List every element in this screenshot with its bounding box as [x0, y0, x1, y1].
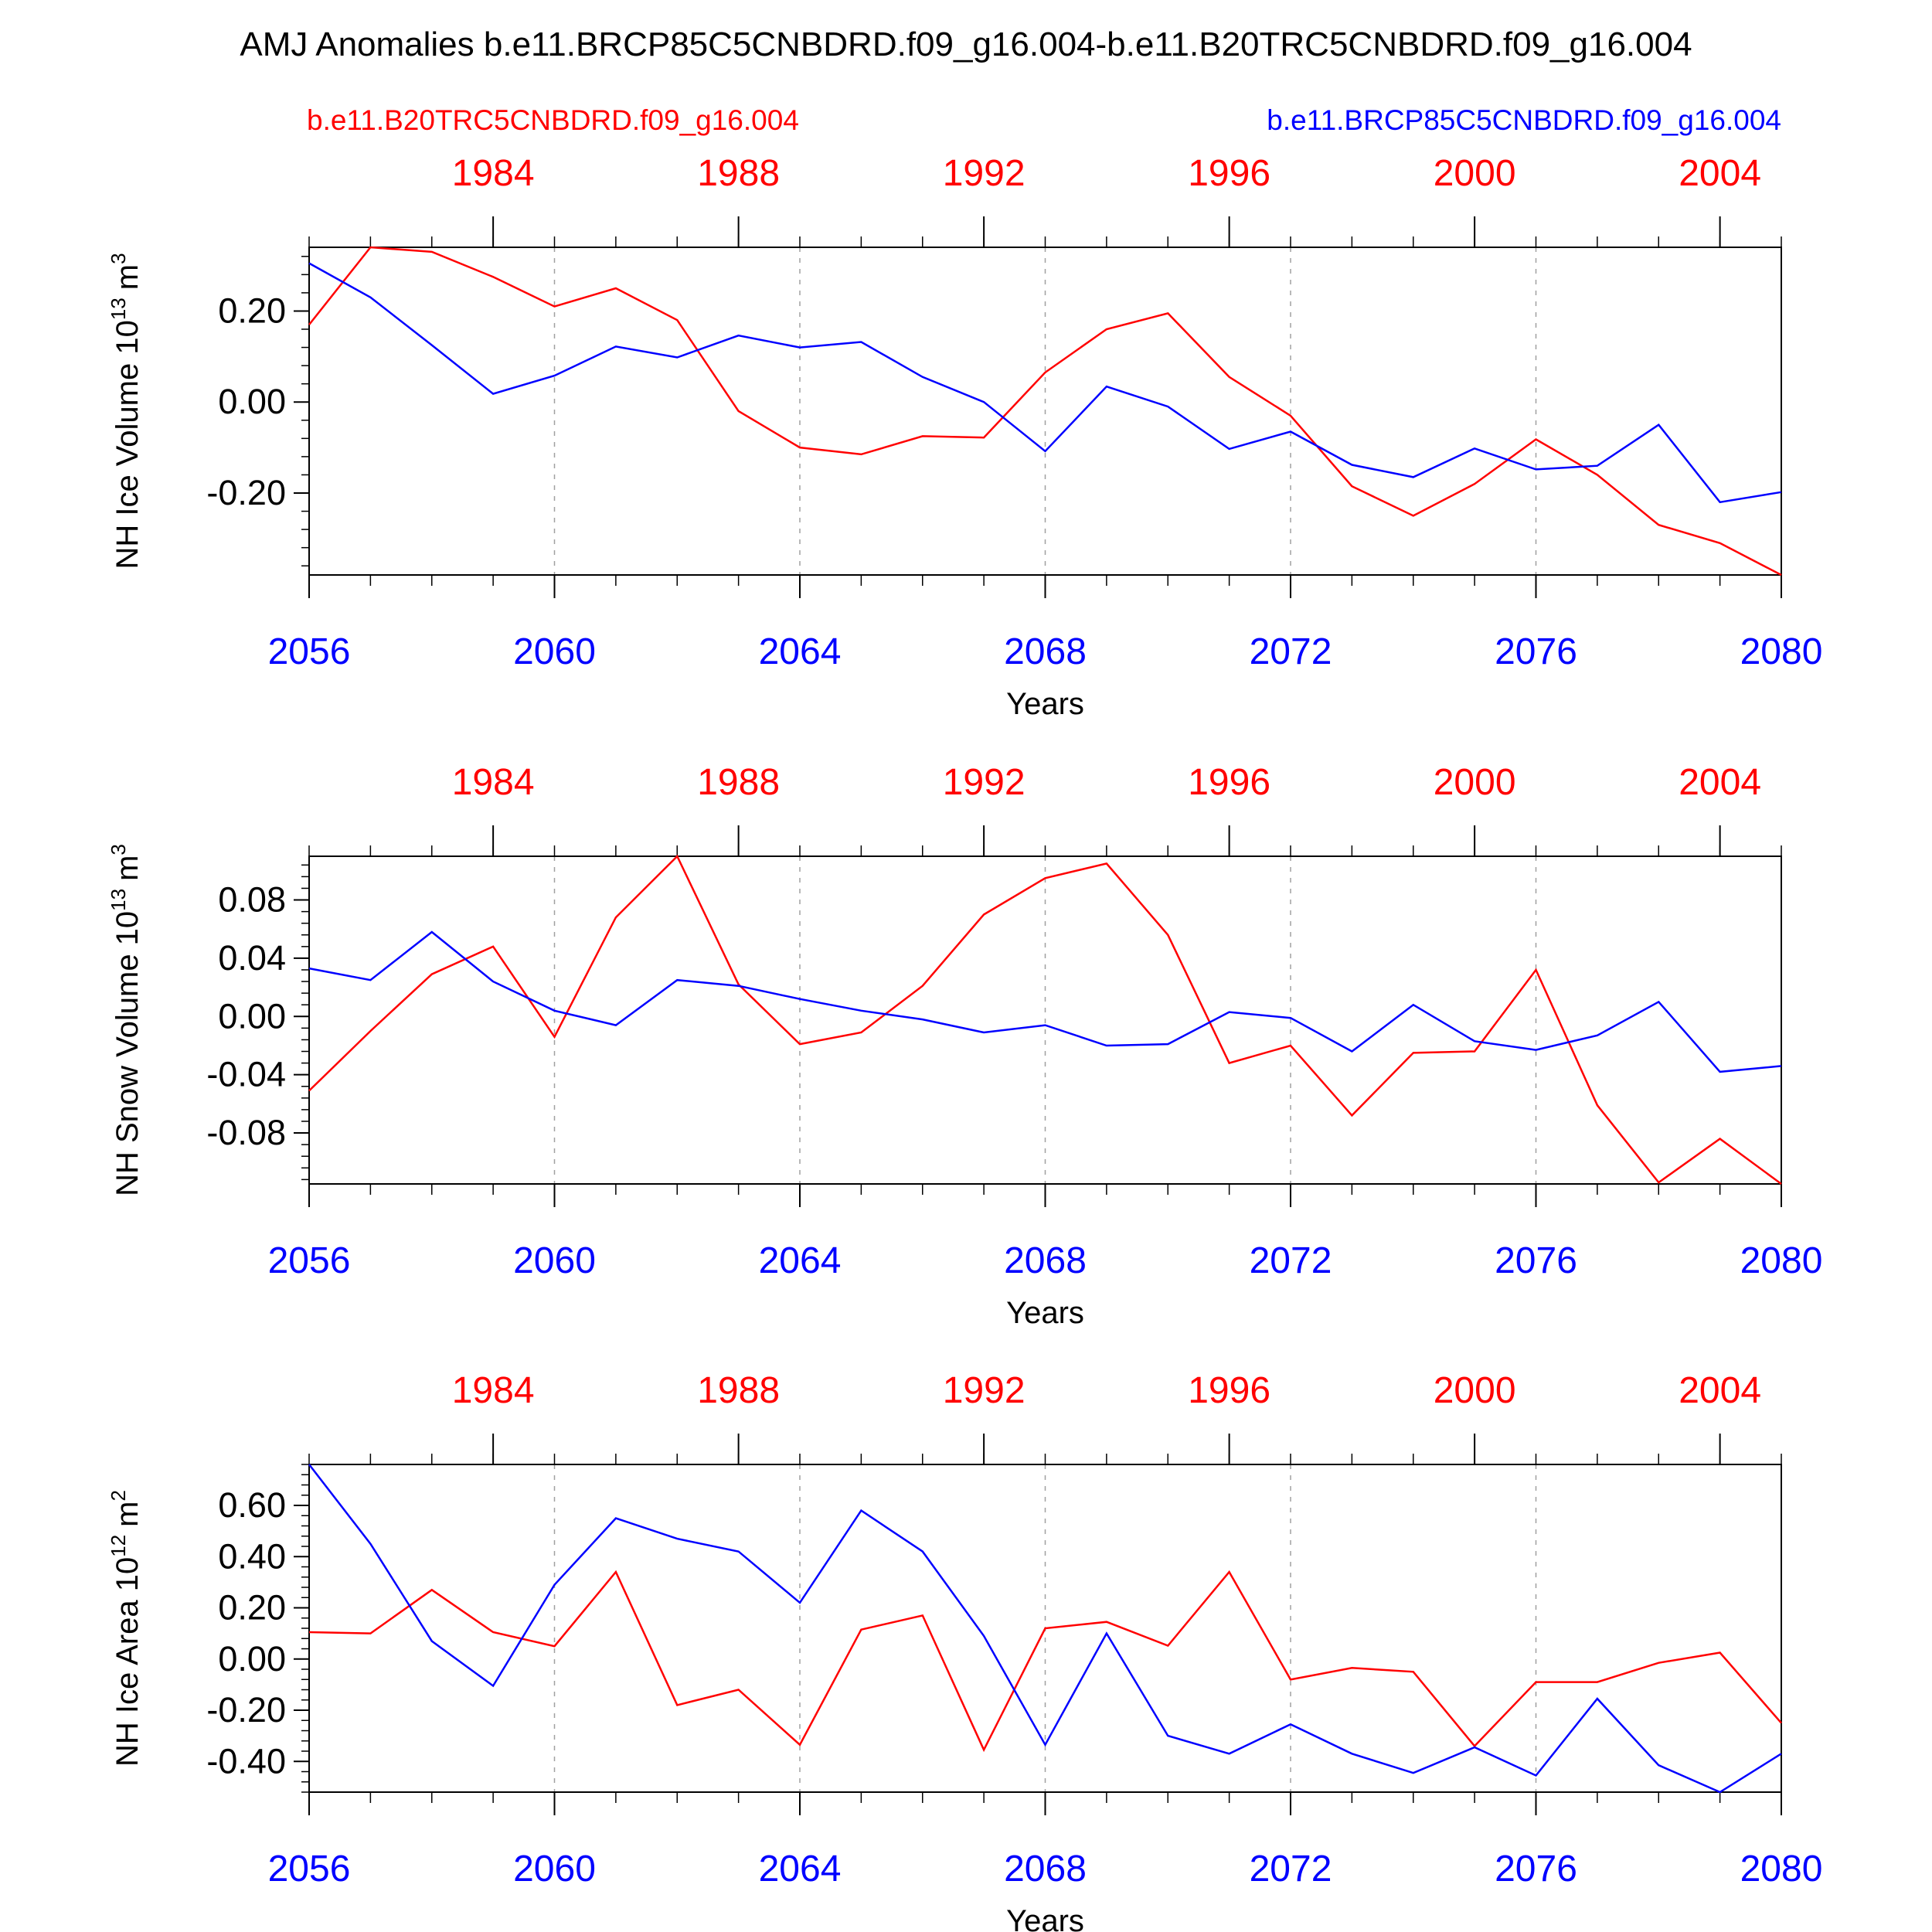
x-axis-title: Years	[1006, 1904, 1084, 1932]
x-tick-label-top: 1992	[943, 1370, 1026, 1411]
y-axis-title-unit: m	[111, 1501, 145, 1526]
x-tick-label-bottom: 2056	[268, 631, 351, 672]
panel-2: -0.08 -0.04 0.00 0.04 0.08 2056 2060 2064 2068 20…	[107, 762, 1822, 1330]
x-tick-label-bottom: 2072	[1250, 1849, 1332, 1889]
legend-label-blue: b.e11.BRCP85C5CNBDRD.f09_g16.004	[1267, 104, 1781, 136]
x-tick-label-top: 1988	[697, 153, 780, 194]
y-tick-label: 0.20	[218, 291, 286, 330]
y-axis-title: NH Ice Volume 1013 m3	[107, 253, 145, 569]
x-tick-label-bottom: 2060	[513, 1849, 596, 1889]
x-tick-label-top: 1984	[452, 153, 535, 194]
panels-group: -0.20 0.00 0.20 2056 2060 2064 2068 2072 2076 208…	[107, 153, 1822, 1932]
y-tick-label: 0.00	[218, 382, 286, 421]
x-tick-label-top: 2004	[1679, 1370, 1761, 1411]
x-tick-label-bottom: 2076	[1495, 1240, 1577, 1281]
y-axis-title-unit-exp: 2	[107, 1490, 130, 1501]
y-axis-title-exp: 12	[107, 1535, 130, 1557]
series-line-red	[308, 854, 1782, 1185]
x-tick-label-top: 2004	[1679, 153, 1761, 194]
figure-title: AMJ Anomalies b.e11.BRCP85C5CNBDRD.f09_g…	[240, 26, 1692, 63]
series-line-red	[308, 1570, 1782, 1753]
y-tick-label: 0.20	[218, 1588, 286, 1628]
x-tick-label-top: 1996	[1188, 1370, 1270, 1411]
y-axis-title-exp: 13	[107, 889, 130, 911]
y-axis-title-main: NH Snow Volume 10	[111, 911, 145, 1196]
panel-3: -0.40 -0.20 0.00 0.20 0.40 0.60 2056 2060 2064 20…	[107, 1370, 1822, 1932]
x-tick-label-bottom: 2076	[1495, 1849, 1577, 1889]
series-line-blue	[308, 930, 1782, 1073]
y-tick-label: 0.60	[218, 1485, 286, 1525]
y-axis-title: NH Ice Area 1012 m2	[107, 1490, 145, 1767]
x-tick-label-bottom: 2056	[268, 1849, 351, 1889]
plot-frame	[308, 1464, 1782, 1793]
x-tick-label-top: 1988	[697, 1370, 780, 1411]
x-axis-title: Years	[1006, 1296, 1084, 1330]
y-axis-title-unit-exp: 3	[107, 844, 130, 855]
x-tick-label-bottom: 2080	[1740, 1240, 1823, 1281]
x-tick-label-bottom: 2072	[1250, 631, 1332, 672]
y-axis-title-main: NH Ice Volume 10	[111, 320, 145, 569]
x-tick-label-bottom: 2060	[513, 631, 596, 672]
x-tick-label-bottom: 2080	[1740, 1849, 1823, 1889]
y-tick-label: 0.00	[218, 996, 286, 1036]
x-axis-title: Years	[1006, 687, 1084, 721]
x-tick-label-bottom: 2068	[1004, 1240, 1087, 1281]
y-tick-label: -0.20	[206, 473, 286, 512]
x-tick-label-top: 1984	[452, 762, 535, 803]
y-axis-title: NH Snow Volume 1013 m3	[107, 844, 145, 1196]
x-tick-label-bottom: 2068	[1004, 631, 1087, 672]
y-tick-label: -0.20	[206, 1690, 286, 1730]
x-tick-label-bottom: 2072	[1250, 1240, 1332, 1281]
x-tick-label-top: 2004	[1679, 762, 1761, 803]
x-tick-label-top: 1996	[1188, 762, 1270, 803]
y-tick-label: -0.04	[206, 1055, 286, 1094]
y-tick-label: -0.40	[206, 1741, 286, 1781]
series-line-blue	[308, 262, 1782, 504]
x-tick-label-bottom: 2068	[1004, 1849, 1087, 1889]
x-tick-label-top: 1992	[943, 762, 1026, 803]
x-tick-label-top: 1996	[1188, 153, 1270, 194]
y-tick-label: 0.04	[218, 938, 286, 978]
x-tick-label-bottom: 2064	[759, 1849, 842, 1889]
x-tick-label-top: 2000	[1434, 1370, 1516, 1411]
series-line-blue	[308, 1464, 1782, 1794]
x-tick-label-top: 2000	[1434, 153, 1516, 194]
x-tick-label-top: 2000	[1434, 762, 1516, 803]
x-tick-label-bottom: 2076	[1495, 631, 1577, 672]
x-tick-label-bottom: 2056	[268, 1240, 351, 1281]
x-tick-label-bottom: 2064	[759, 631, 842, 672]
y-tick-label: -0.08	[206, 1113, 286, 1152]
series-line-red	[308, 246, 1782, 577]
legend-label-red: b.e11.B20TRC5CNBDRD.f09_g16.004	[307, 104, 799, 136]
y-tick-label: 0.00	[218, 1639, 286, 1679]
x-tick-label-bottom: 2080	[1740, 631, 1823, 672]
y-axis-title-unit-exp: 3	[107, 253, 130, 264]
y-axis-title-unit: m	[111, 855, 145, 881]
x-tick-label-top: 1992	[943, 153, 1026, 194]
x-tick-label-top: 1984	[452, 1370, 535, 1411]
y-axis-title-exp: 13	[107, 298, 130, 320]
y-tick-label: 0.40	[218, 1536, 286, 1576]
y-axis-title-main: NH Ice Area 10	[111, 1557, 145, 1767]
x-tick-label-top: 1988	[697, 762, 780, 803]
y-axis-title-unit: m	[111, 264, 145, 290]
plot-frame	[308, 247, 1782, 576]
panel-1: -0.20 0.00 0.20 2056 2060 2064 2068 2072 2076 208…	[107, 153, 1822, 721]
x-tick-label-bottom: 2060	[513, 1240, 596, 1281]
plot-frame	[308, 855, 1782, 1185]
y-tick-label: 0.08	[218, 880, 286, 920]
x-tick-label-bottom: 2064	[759, 1240, 842, 1281]
